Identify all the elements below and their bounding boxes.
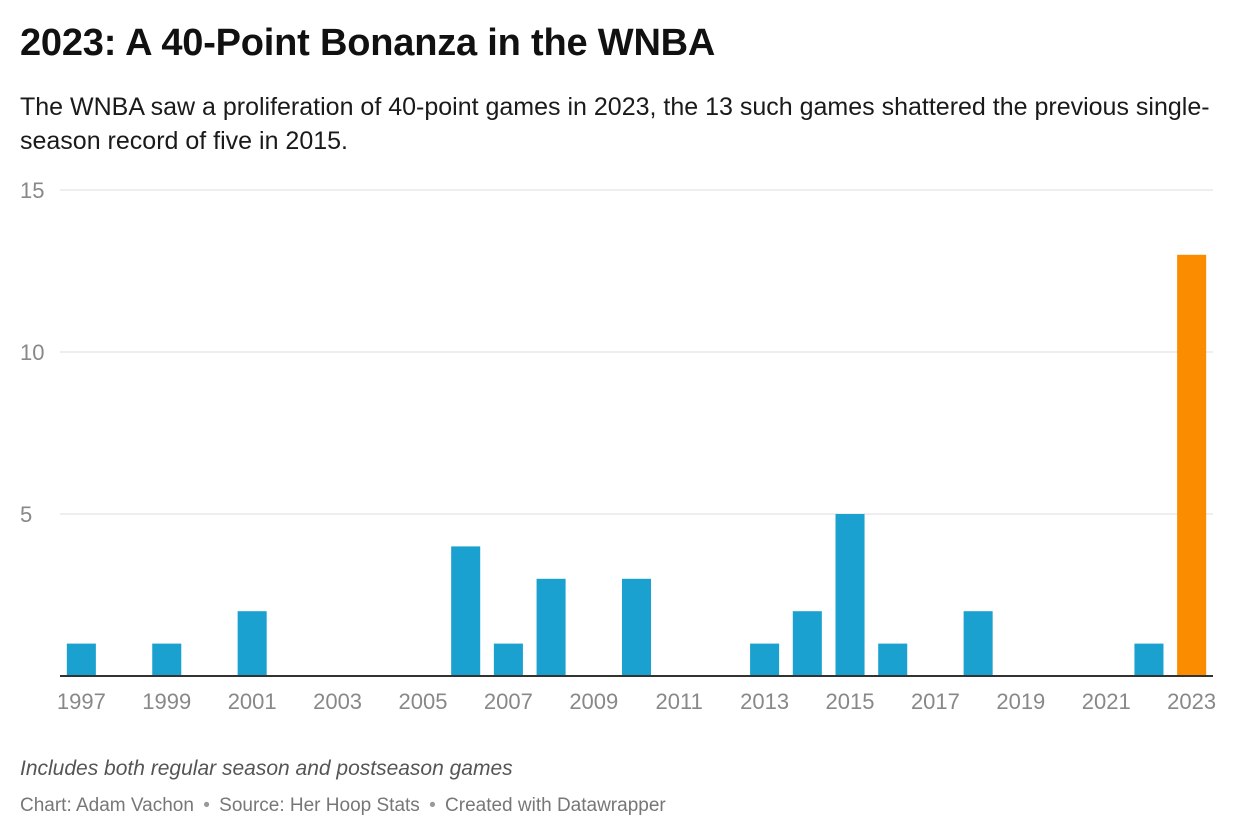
bar-2022: [1134, 643, 1164, 676]
credit-separator: •: [429, 795, 436, 816]
bar-2013: [750, 643, 780, 676]
y-tick-label: 5: [20, 502, 32, 527]
bar-2001: [237, 611, 267, 676]
x-tick-label: 2005: [399, 689, 448, 714]
x-tick-label: 2003: [313, 689, 362, 714]
y-tick-label: 10: [20, 340, 44, 365]
chart-title: 2023: A 40-Point Bonanza in the WNBA: [20, 22, 716, 64]
bar-2006: [451, 546, 481, 676]
source-credit: Source: Her Hoop Stats: [219, 795, 420, 816]
x-tick-label: 2023: [1167, 689, 1216, 714]
x-tick-label: 2011: [656, 689, 703, 714]
chart-notes: Includes both regular season and postsea…: [20, 757, 513, 780]
bar-1997: [66, 643, 96, 676]
x-tick-label: 2019: [996, 689, 1045, 714]
x-tick-label: 2001: [228, 689, 277, 714]
y-axis-ticks: 5 10 15: [20, 178, 44, 527]
bar-2018: [963, 611, 993, 676]
bar-1999: [152, 643, 182, 676]
bar-2015: [835, 514, 865, 676]
x-tick-label: 2017: [911, 689, 960, 714]
bar-2014: [792, 611, 822, 676]
x-tick-label: 1997: [57, 689, 106, 714]
chart-subtitle: The WNBA saw a proliferation of 40-point…: [20, 93, 1210, 155]
bar-2007: [493, 643, 523, 676]
x-tick-label: 2015: [826, 689, 875, 714]
chart-credits: Chart: Adam Vachon • Source: Her Hoop St…: [20, 795, 666, 817]
x-tick-label: 2007: [484, 689, 533, 714]
created-with-credit: Created with Datawrapper: [445, 795, 666, 816]
bar-2023: [1177, 254, 1207, 677]
gridlines: [60, 189, 1213, 515]
bar-2008: [536, 578, 566, 676]
x-axis-ticks: 1997 1999 2001 2003 2005 2007 2009 2011 2013 2015…: [57, 689, 1216, 714]
x-tick-label: 2009: [569, 689, 618, 714]
credit-separator: •: [203, 795, 210, 816]
x-tick-label: 2021: [1082, 689, 1131, 714]
x-tick-label: 2013: [740, 689, 789, 714]
bar-2016: [878, 643, 908, 676]
bar-2010: [621, 578, 652, 676]
bars: [66, 254, 1207, 677]
x-tick-label: 1999: [142, 689, 191, 714]
y-tick-label: 15: [20, 178, 44, 203]
chart-credit: Chart: Adam Vachon: [20, 795, 194, 816]
